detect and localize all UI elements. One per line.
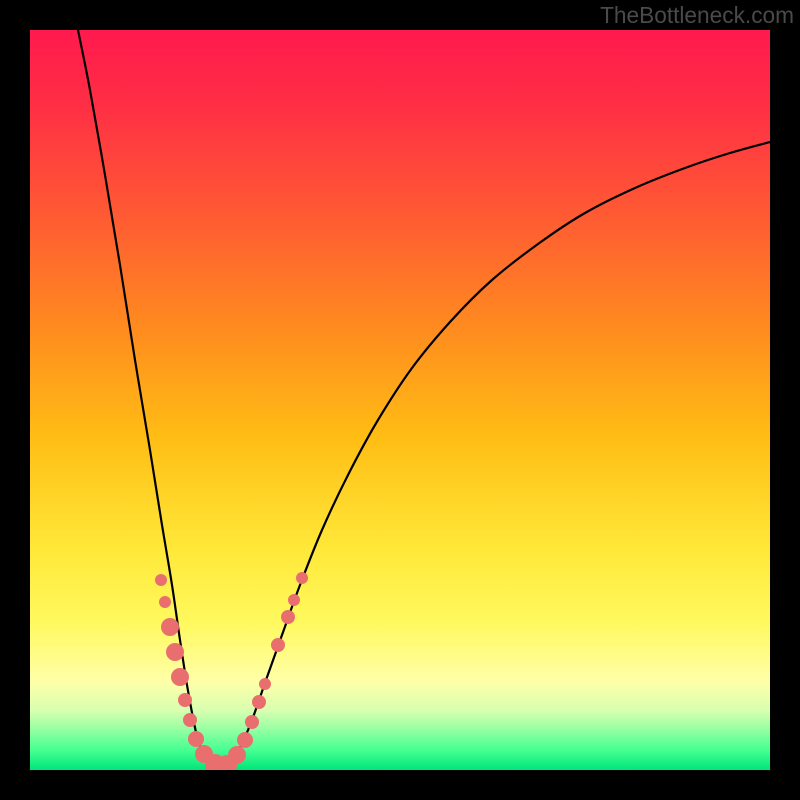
- bottleneck-curve: [30, 30, 770, 770]
- marker-point: [288, 594, 300, 606]
- marker-point: [252, 695, 266, 709]
- marker-point: [155, 574, 167, 586]
- marker-point: [296, 572, 308, 584]
- marker-point: [161, 618, 179, 636]
- marker-point: [228, 746, 246, 764]
- marker-point: [159, 596, 171, 608]
- watermark-text: TheBottleneck.com: [600, 2, 794, 29]
- marker-point: [281, 610, 295, 624]
- marker-point: [178, 693, 192, 707]
- chart-frame: TheBottleneck.com: [0, 0, 800, 800]
- marker-point: [171, 668, 189, 686]
- curve-right-branch: [222, 142, 770, 769]
- marker-point: [259, 678, 271, 690]
- curve-markers: [155, 572, 308, 770]
- marker-point: [188, 731, 204, 747]
- marker-point: [271, 638, 285, 652]
- curve-left-branch: [78, 30, 222, 769]
- marker-point: [166, 643, 184, 661]
- marker-point: [245, 715, 259, 729]
- marker-point: [183, 713, 197, 727]
- marker-point: [237, 732, 253, 748]
- plot-area: [30, 30, 770, 770]
